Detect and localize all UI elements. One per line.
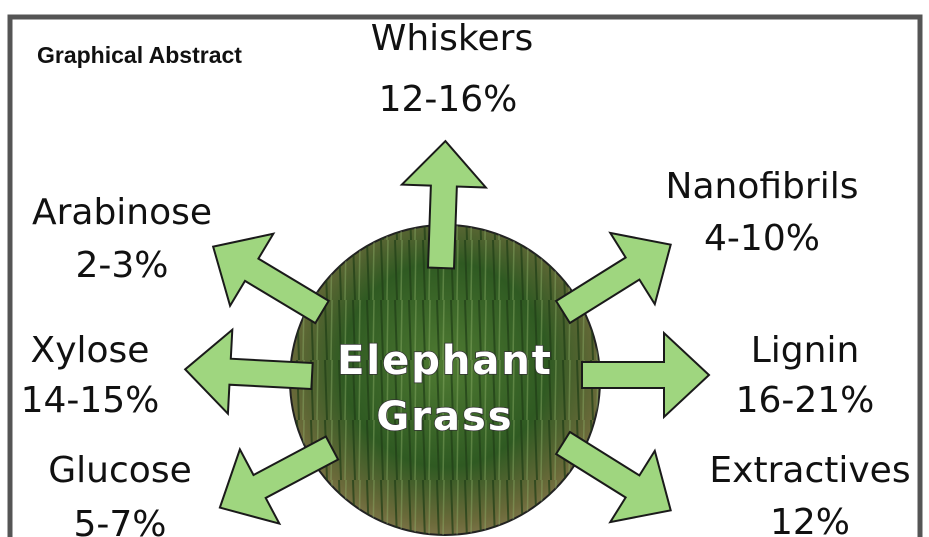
node-value: 5-7% xyxy=(73,504,166,537)
node-label: Whiskers xyxy=(371,18,533,59)
center-label: Grass xyxy=(376,394,513,440)
node-label: Lignin xyxy=(751,330,860,371)
node-label: Extractives xyxy=(709,450,910,491)
node-value: 4-10% xyxy=(704,218,820,259)
graphical-abstract: Elephant Grass Graphical Abstract Whiske… xyxy=(0,0,929,537)
node-label: Glucose xyxy=(48,450,191,491)
node-value: 2-3% xyxy=(75,245,168,286)
node-label: Xylose xyxy=(31,330,150,371)
node-label: Nanofibrils xyxy=(666,166,859,207)
node-value: 14-15% xyxy=(21,380,160,421)
center-label: Elephant xyxy=(337,338,553,384)
node-value: 16-21% xyxy=(736,380,875,421)
title: Graphical Abstract xyxy=(37,42,242,68)
node-value: 12-16% xyxy=(379,79,518,120)
node-label: Arabinose xyxy=(32,192,212,233)
node-value: 12% xyxy=(770,502,850,537)
